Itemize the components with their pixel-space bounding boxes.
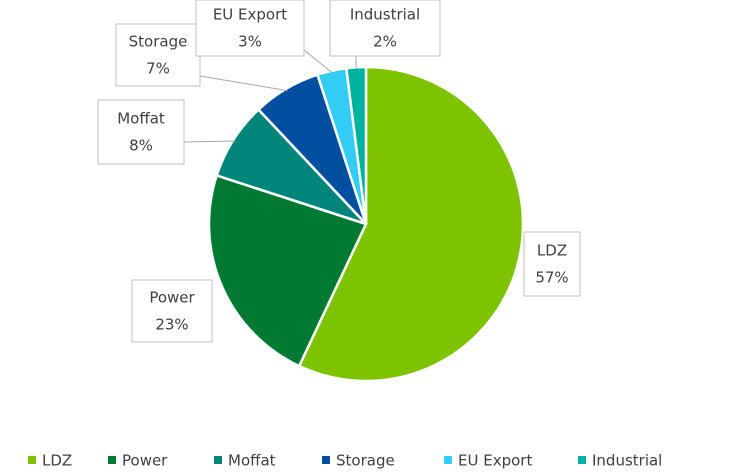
data-label-value: 2%	[373, 33, 397, 51]
data-label-value: 8%	[129, 137, 153, 155]
data-label-name: Industrial	[350, 6, 420, 24]
legend-swatch	[108, 456, 116, 464]
data-label-box	[115, 23, 201, 87]
legend-swatch	[444, 456, 452, 464]
legend-label: LDZ	[42, 452, 72, 470]
leader-line	[303, 49, 333, 74]
data-label-box	[329, 0, 441, 57]
data-label-box	[97, 99, 185, 165]
data-label-name: Moffat	[117, 110, 165, 128]
legend-swatch	[578, 456, 586, 464]
data-label-value: 23%	[155, 316, 188, 334]
data-label-box	[523, 231, 581, 297]
leader-line	[183, 140, 236, 143]
data-label-name: EU Export	[213, 6, 287, 24]
data-label-value: 3%	[238, 33, 262, 51]
legend-label: Power	[122, 452, 168, 470]
pie-slice	[297, 65, 525, 383]
data-label-name: LDZ	[537, 242, 567, 260]
leader-line	[199, 75, 288, 92]
data-label-box	[131, 279, 213, 343]
legend-label: Moffat	[228, 452, 276, 470]
data-label-name: Storage	[129, 33, 188, 51]
legend-label: Storage	[336, 452, 395, 470]
pie-slice	[207, 173, 368, 368]
legend-label: EU Export	[458, 452, 532, 470]
legend-label: Industrial	[592, 452, 662, 470]
data-label-value: 7%	[146, 60, 170, 78]
legend-swatch	[322, 456, 330, 464]
data-label-name: Power	[149, 289, 195, 307]
data-label-value: 57%	[535, 269, 568, 287]
data-label-box	[195, 0, 305, 57]
legend-swatch	[214, 456, 222, 464]
legend-swatch	[28, 456, 36, 464]
